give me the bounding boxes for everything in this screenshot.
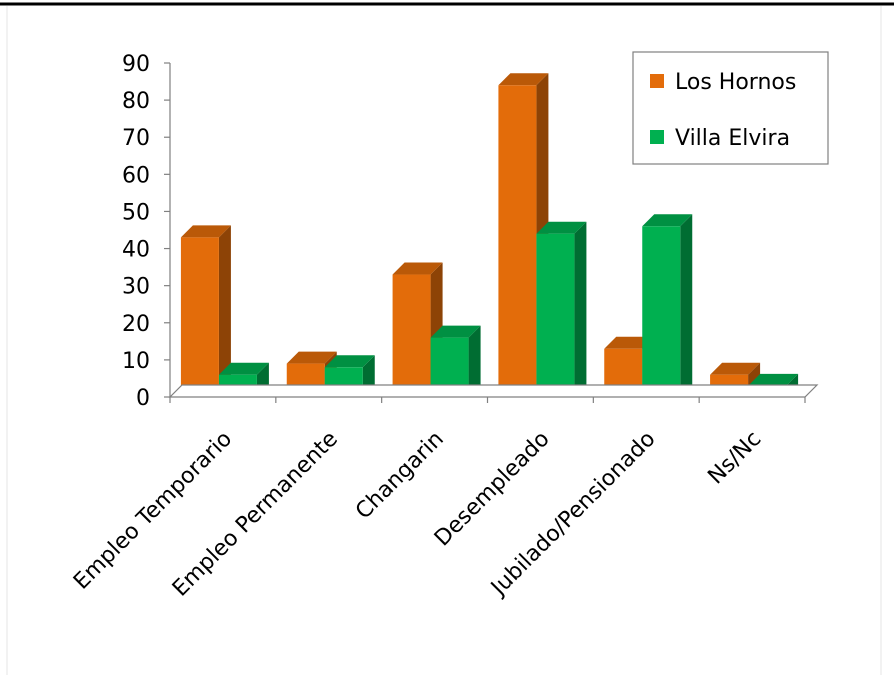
bar-top-face — [536, 221, 587, 234]
chart-floor — [168, 384, 819, 398]
bar-top-face — [748, 373, 799, 386]
bar-front-face — [642, 226, 681, 397]
legend-swatch-los-hornos — [650, 74, 664, 88]
bar-top-face — [180, 225, 231, 238]
bar-side-face — [574, 221, 587, 397]
y-tick-label: 70 — [122, 126, 150, 151]
y-tick-label: 80 — [122, 89, 150, 114]
bar-top-face — [392, 262, 443, 275]
legend-box — [632, 51, 829, 165]
x-tick-label-changarin: Changarin — [351, 427, 449, 525]
bar-front-face — [498, 85, 537, 398]
bar-los-hornos-changarin — [392, 262, 443, 397]
bar-top-face — [498, 73, 549, 86]
bar-top-face — [642, 214, 693, 227]
y-tick-label: 50 — [122, 200, 150, 225]
bar-top-face — [324, 355, 375, 368]
bar-front-face — [180, 237, 219, 397]
y-tick-label: 60 — [122, 163, 150, 188]
bar-top-face — [286, 351, 337, 364]
legend-label-villa-elvira: Villa Elvira — [675, 126, 790, 151]
y-tick-label: 20 — [122, 312, 150, 337]
bar-front-face — [392, 274, 431, 397]
y-tick-label: 10 — [122, 349, 150, 374]
bar-top-face — [430, 325, 481, 338]
bar-top-face — [218, 362, 269, 375]
y-tick-label: 0 — [136, 386, 150, 411]
bar-side-face — [468, 325, 481, 397]
axes — [168, 63, 819, 403]
y-axis-ticks: 0 10 20 30 40 50 60 70 80 90 — [122, 52, 170, 411]
x-tick-label-ns-nc: Ns/Nc — [703, 427, 766, 490]
y-tick-label: 30 — [122, 275, 150, 300]
bar-villa-elvira-desempleado — [536, 221, 587, 397]
bar-top-face — [710, 362, 761, 375]
y-tick-label: 90 — [122, 52, 150, 77]
bar-top-face — [604, 336, 655, 349]
bar-villa-elvira-jubilado-pensionado — [642, 214, 693, 397]
y-tick-label: 40 — [122, 238, 150, 263]
legend-label-los-hornos: Los Hornos — [675, 70, 796, 95]
legend: Los Hornos Villa Elvira — [632, 51, 829, 165]
bar-front-face — [536, 233, 575, 397]
bar-side-face — [680, 214, 693, 397]
legend-swatch-villa-elvira — [650, 130, 664, 144]
bar-side-face — [218, 225, 231, 397]
bar-los-hornos-empleo-temporario — [180, 225, 231, 397]
